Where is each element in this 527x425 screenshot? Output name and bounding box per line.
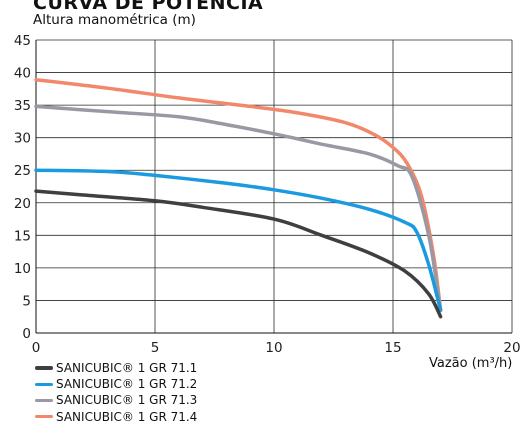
chart-title: CURVA DE POTÊNCIA <box>33 0 264 14</box>
series-line-2 <box>34 168 443 312</box>
y-tick-label: 40 <box>14 66 31 82</box>
y-tick-label: 25 <box>14 163 31 179</box>
x-tick-label: 5 <box>151 340 160 356</box>
legend-item: SANICUBIC® 1 GR 71.3 <box>35 392 197 408</box>
x-tick-label: 0 <box>32 340 41 356</box>
x-tick-label: 15 <box>384 340 401 356</box>
legend-swatch <box>35 398 53 403</box>
y-tick-label: 15 <box>14 228 31 244</box>
legend-item: SANICUBIC® 1 GR 71.4 <box>35 409 197 425</box>
legend-label: SANICUBIC® 1 GR 71.4 <box>56 409 198 424</box>
y-tick-label: 0 <box>22 326 31 342</box>
y-tick-label: 45 <box>14 33 31 49</box>
y-tick-label: 5 <box>22 293 31 309</box>
legend-item: SANICUBIC® 1 GR 71.1 <box>35 360 197 376</box>
legend-label: SANICUBIC® 1 GR 71.2 <box>56 377 198 392</box>
y-tick-label: 20 <box>14 196 31 212</box>
y-tick-label: 35 <box>14 98 31 114</box>
series-line-3 <box>34 104 443 312</box>
legend-swatch <box>35 366 53 370</box>
y-tick-label: 10 <box>14 261 31 277</box>
x-tick-label: 10 <box>265 340 282 356</box>
legend-item: SANICUBIC® 1 GR 71.2 <box>35 376 197 392</box>
x-axis-label-text: Vazão (m³/h) <box>429 356 513 371</box>
series-line-4 <box>34 77 443 312</box>
legend: SANICUBIC® 1 GR 71.1 SANICUBIC® 1 GR 71.2… <box>35 360 197 425</box>
x-axis-label: Vazão (m³/h) <box>429 356 512 371</box>
y-axis-label: Altura manométrica (m) <box>33 12 196 28</box>
x-tick-label: 20 <box>503 340 520 356</box>
legend-swatch <box>35 382 53 387</box>
legend-label: SANICUBIC® 1 GR 71.3 <box>56 393 198 408</box>
series-line-1 <box>34 189 443 319</box>
y-tick-label: 30 <box>14 131 31 147</box>
legend-swatch <box>35 414 53 419</box>
legend-label: SANICUBIC® 1 GR 71.1 <box>56 361 198 376</box>
chart-plot: 0 5 10 15 20 25 30 35 40 45 0 5 10 15 20 <box>14 33 521 356</box>
